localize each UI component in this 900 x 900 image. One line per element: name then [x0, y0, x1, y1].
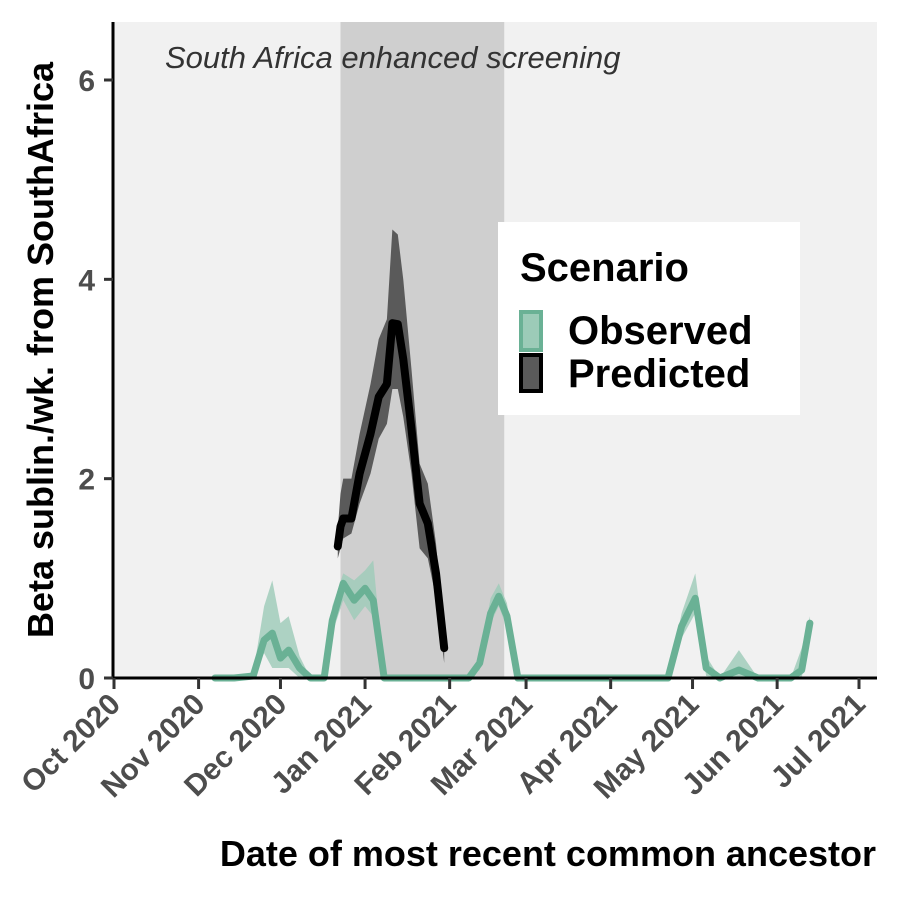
legend-title: Scenario — [520, 246, 689, 290]
y-tick-label: 6 — [78, 65, 95, 98]
legend-background — [498, 222, 800, 415]
legend: Scenario Observed Predicted — [498, 222, 800, 415]
predicted-ci-band — [337, 229, 445, 664]
legend-key-observed — [519, 310, 543, 352]
y-tick-label: 4 — [78, 264, 95, 297]
screening-annotation: South Africa enhanced screening — [165, 40, 621, 75]
observed-series-line — [211, 579, 814, 682]
legend-label-predicted: Predicted — [568, 352, 750, 396]
y-tick-label: 2 — [78, 464, 95, 497]
predicted-series-line — [333, 319, 449, 653]
legend-key-predicted — [519, 353, 543, 393]
x-axis-title: Date of most recent common ancestor — [220, 833, 876, 874]
y-tick-label: 0 — [78, 663, 95, 696]
legend-label-observed: Observed — [568, 309, 753, 353]
y-axis-title: Beta sublin./wk. from SouthAfrica — [20, 61, 61, 638]
